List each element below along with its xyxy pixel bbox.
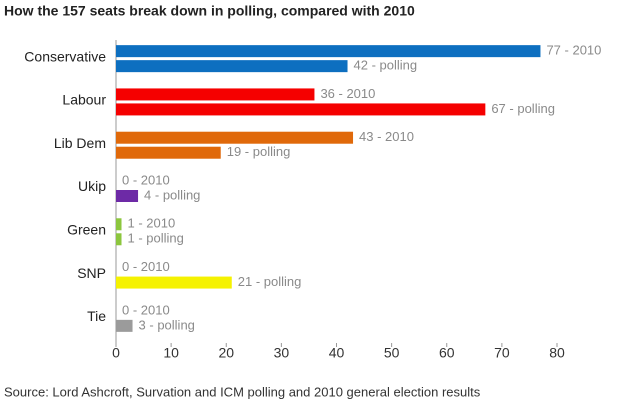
bar (116, 103, 486, 116)
y-tick-label: Tie (87, 308, 106, 324)
value-label: 1 - 2010 (128, 216, 176, 231)
x-tick-label: 60 (439, 345, 455, 361)
value-label: 0 - 2010 (122, 302, 170, 317)
source-note: Source: Lord Ashcroft, Survation and ICM… (4, 384, 481, 399)
bar (116, 190, 139, 202)
bar (116, 45, 541, 58)
value-label: 36 - 2010 (320, 86, 375, 101)
bar (116, 60, 348, 73)
x-tick-label: 40 (329, 345, 345, 361)
value-label: 43 - 2010 (359, 129, 414, 144)
value-label: 21 - polling (238, 274, 302, 289)
value-label: 42 - polling (354, 58, 418, 73)
x-tick-label: 50 (384, 345, 400, 361)
x-tick-label: 80 (549, 345, 565, 361)
y-tick-label: Lib Dem (54, 135, 106, 151)
x-tick-label: 30 (274, 345, 290, 361)
y-tick-label: SNP (77, 265, 106, 281)
value-label: 77 - 2010 (546, 43, 601, 58)
bar (116, 319, 133, 332)
bar (116, 233, 122, 246)
bar (116, 218, 122, 231)
x-tick-label: 20 (218, 345, 234, 361)
value-label: 67 - polling (491, 101, 555, 116)
value-label: 0 - 2010 (122, 172, 170, 187)
value-label: 1 - polling (128, 231, 184, 246)
x-tick-label: 70 (494, 345, 510, 361)
bar (116, 88, 315, 101)
x-tick-label: 10 (163, 345, 179, 361)
bar (116, 276, 232, 289)
value-label: 3 - polling (139, 317, 195, 332)
bar (116, 146, 221, 159)
bar (116, 131, 354, 144)
y-tick-label: Labour (62, 92, 106, 108)
chart-title: How the 157 seats break down in polling,… (4, 3, 415, 19)
y-tick-label: Ukip (78, 178, 106, 194)
value-label: 4 - polling (144, 187, 200, 202)
y-tick-label: Green (67, 221, 106, 237)
x-tick-label: 0 (112, 345, 120, 361)
value-label: 0 - 2010 (122, 259, 170, 274)
y-tick-label: Conservative (24, 48, 106, 64)
value-label: 19 - polling (227, 144, 291, 159)
